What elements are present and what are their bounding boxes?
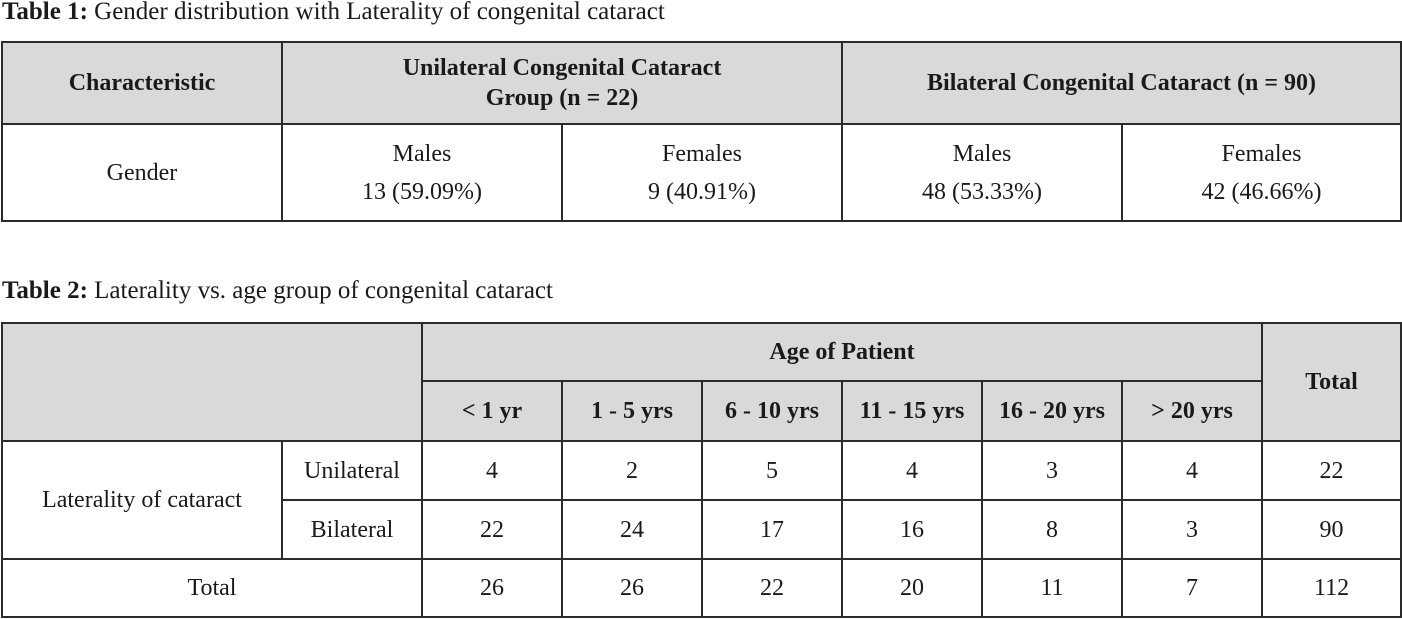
row-total: 90 <box>1261 499 1402 560</box>
age-group-header: 11 - 15 yrs <box>841 380 983 442</box>
age-group-header: > 20 yrs <box>1120 380 1264 442</box>
gender-value: 9 (40.91%) <box>648 178 756 205</box>
row-total: 22 <box>1261 440 1402 501</box>
table-cell: 2 <box>561 440 703 501</box>
header-bilateral-group: Bilateral Congenital Cataract (n = 90) <box>841 41 1402 125</box>
gender-value: 48 (53.33%) <box>922 178 1042 205</box>
header-age-of-patient: Age of Patient <box>420 322 1264 382</box>
gender-cell: Females 9 (40.91%) <box>560 123 844 222</box>
table2-caption-text: Laterality vs. age group of congenital c… <box>94 277 553 304</box>
gender-label: Gender <box>1 123 283 222</box>
table-cell: 20 <box>841 558 983 618</box>
age-group-header: < 1 yr <box>421 380 563 442</box>
gender-sex: Males <box>952 140 1012 167</box>
table1-header-row: Characteristic Unilateral Congenital Cat… <box>1 41 1402 125</box>
table1-gender-row: Gender Males 13 (59.09%) Females 9 (40.9… <box>1 123 1402 222</box>
gender-cell: Males 13 (59.09%) <box>281 123 563 222</box>
table1-caption: Table 1: Gender distribution with Latera… <box>2 0 665 27</box>
table2: Age of Patient Total < 1 yr 1 - 5 yrs 6 … <box>1 322 1402 618</box>
age-group-header: 16 - 20 yrs <box>981 380 1123 442</box>
header-characteristic: Characteristic <box>1 41 283 125</box>
header-unilateral-group: Unilateral Congenital Cataract Group (n … <box>280 41 844 125</box>
row-label-bilateral: Bilateral <box>281 499 423 560</box>
table-cell: 24 <box>561 499 703 560</box>
table-cell: 22 <box>421 499 563 560</box>
gender-value: 42 (46.66%) <box>1201 178 1322 205</box>
age-group-header: 6 - 10 yrs <box>701 380 843 442</box>
gender-cell: Females 42 (46.66%) <box>1121 123 1402 222</box>
row-label-unilateral: Unilateral <box>281 440 423 501</box>
table-cell: 8 <box>981 499 1123 560</box>
table-cell: 22 <box>701 558 843 618</box>
gender-value: 13 (59.09%) <box>362 178 482 205</box>
table-cell: 11 <box>981 558 1123 618</box>
gender-sex: Females <box>662 140 742 167</box>
table-cell: 4 <box>1120 440 1264 501</box>
table-cell: 3 <box>981 440 1123 501</box>
table-row-unilateral: Laterality of cataract Unilateral 4 2 5 … <box>1 440 1402 560</box>
gender-sex: Males <box>392 140 452 167</box>
table-cell: 26 <box>421 558 563 618</box>
header-unilateral-line2: Group (n = 22) <box>485 85 639 111</box>
table-cell: 4 <box>421 440 563 501</box>
table2-caption-label: Table 2: <box>2 277 88 304</box>
table2-header-row: Age of Patient Total <box>1 322 1402 442</box>
table-row-bilateral: Bilateral 22 24 17 16 8 3 90 <box>2 499 1402 560</box>
grand-total: 112 <box>1261 558 1402 618</box>
table-cell: 7 <box>1120 558 1264 618</box>
table-cell: 3 <box>1120 499 1264 560</box>
table2-age-groups-row: < 1 yr 1 - 5 yrs 6 - 10 yrs 11 - 15 yrs … <box>2 380 1401 442</box>
header-unilateral-line1: Unilateral Congenital Cataract <box>402 55 722 81</box>
table-row-total: Total 26 26 22 20 11 7 112 <box>1 558 1402 618</box>
table1-caption-label: Table 1: <box>2 0 88 25</box>
table-cell: 5 <box>701 440 843 501</box>
header-total: Total <box>1261 322 1402 442</box>
gender-sex: Females <box>1221 140 1302 167</box>
table-cell: 26 <box>561 558 703 618</box>
table-cell: 17 <box>701 499 843 560</box>
gender-cell: Males 48 (53.33%) <box>841 123 1124 222</box>
table-cell: 16 <box>841 499 983 560</box>
total-row-label: Total <box>1 558 423 618</box>
age-group-header: 1 - 5 yrs <box>561 380 703 442</box>
header-blank <box>1 322 423 442</box>
table1-caption-text: Gender distribution with Laterality of c… <box>94 0 665 25</box>
table-cell: 4 <box>841 440 983 501</box>
table2-caption: Table 2: Laterality vs. age group of con… <box>2 276 553 306</box>
table1: Characteristic Unilateral Congenital Cat… <box>1 41 1402 222</box>
laterality-group-label: Laterality of cataract <box>1 440 283 560</box>
